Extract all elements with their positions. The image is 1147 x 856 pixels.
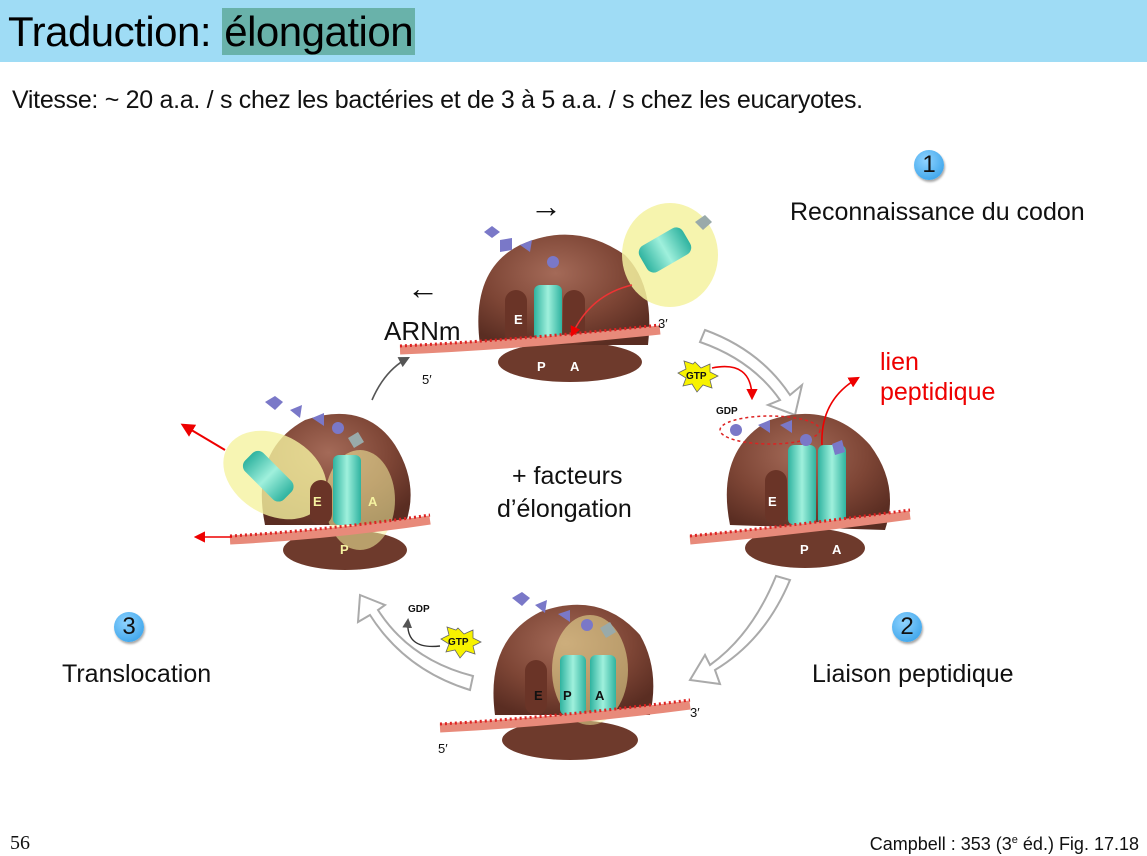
site-a-bottom: A: [595, 688, 605, 703]
site-e-top: E: [514, 312, 523, 327]
mrna-label: ARNm: [384, 316, 461, 346]
gtp-burst-step3: [440, 626, 482, 659]
slide-number: 56: [10, 832, 30, 854]
gtp-to-gdp-arrow-step3: [402, 618, 441, 648]
gtp-to-gdp-arrow-step1: [711, 365, 758, 401]
direction-left-arrow: ←: [407, 270, 439, 306]
site-a-top: A: [570, 359, 580, 374]
gtp-burst-step1: [677, 360, 719, 393]
five-prime-bottom: 5′: [438, 741, 448, 756]
site-e-bottom: E: [534, 688, 543, 703]
three-prime-top: 3′: [658, 316, 668, 331]
title-highlight: élongation: [222, 8, 416, 55]
cycle-arrow-1-to-2: [698, 328, 804, 417]
peptide-bond-label-line1: lien: [880, 348, 919, 376]
site-e-left: E: [313, 494, 322, 509]
nucleotide-labels-group: GTP GDP GTP GDP: [408, 371, 738, 648]
gdp-label-step1: GDP: [716, 406, 738, 417]
gdp-label-step3: GDP: [408, 604, 430, 615]
source-credit: Campbell : 353 (3e éd.) Fig. 17.18: [869, 834, 1139, 854]
title-bar: [0, 0, 1147, 62]
direction-right-arrow: →: [530, 188, 562, 224]
five-prime-top: 5′: [422, 372, 432, 387]
ribosome-recognition: [399, 203, 718, 382]
site-a-right: A: [832, 542, 842, 557]
elongation-factors-line1: + facteurs: [512, 462, 623, 490]
cycle-arrow-4-to-1: [371, 356, 410, 401]
cycle-arrow-3-to-4: [356, 593, 475, 692]
step-badge-1: 1: [914, 150, 944, 180]
site-e-right: E: [768, 494, 777, 509]
ribosome-translocation-ready: [439, 592, 691, 760]
site-p-bottom: P: [563, 688, 572, 703]
site-p-right: P: [800, 542, 809, 557]
gtp-label-step3: GTP: [448, 637, 469, 648]
site-p-top: P: [537, 359, 546, 374]
site-a-left: A: [368, 494, 378, 509]
peptide-bond-label-line2: peptidique: [880, 378, 996, 406]
step-badge-2: 2: [892, 612, 922, 642]
three-prime-bottom: 3′: [690, 705, 700, 720]
step-label-2: Liaison peptidique: [812, 660, 1014, 688]
speed-note: Vitesse: ~ 20 a.a. / s chez les bactérie…: [12, 86, 863, 114]
ribosome-translocation: [180, 396, 431, 570]
site-labels-group: E P A E P A E A P E P A: [313, 312, 842, 703]
slide-title: Traduction: élongation: [8, 8, 416, 55]
step-badge-3: 3: [114, 612, 144, 642]
gtp-label-step1: GTP: [686, 371, 707, 382]
step-label-3: Translocation: [62, 660, 212, 688]
site-p-left: P: [340, 542, 349, 557]
ribosome-peptide-bond: [689, 376, 911, 568]
step-label-1: Reconnaissance du codon: [790, 198, 1085, 226]
cycle-arrow-2-to-3: [688, 574, 792, 686]
elongation-factors-line2: d’élongation: [497, 495, 632, 523]
end-labels-group: 3′ 5′ 3′ 5′: [422, 316, 700, 756]
